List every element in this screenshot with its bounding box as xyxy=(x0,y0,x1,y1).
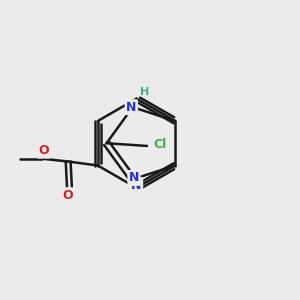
Text: N: N xyxy=(129,172,139,184)
Text: O: O xyxy=(63,189,74,202)
Text: Cl: Cl xyxy=(154,138,167,151)
Text: O: O xyxy=(38,144,49,157)
Text: N: N xyxy=(131,178,142,192)
Text: H: H xyxy=(140,87,149,97)
Text: N: N xyxy=(126,101,136,114)
